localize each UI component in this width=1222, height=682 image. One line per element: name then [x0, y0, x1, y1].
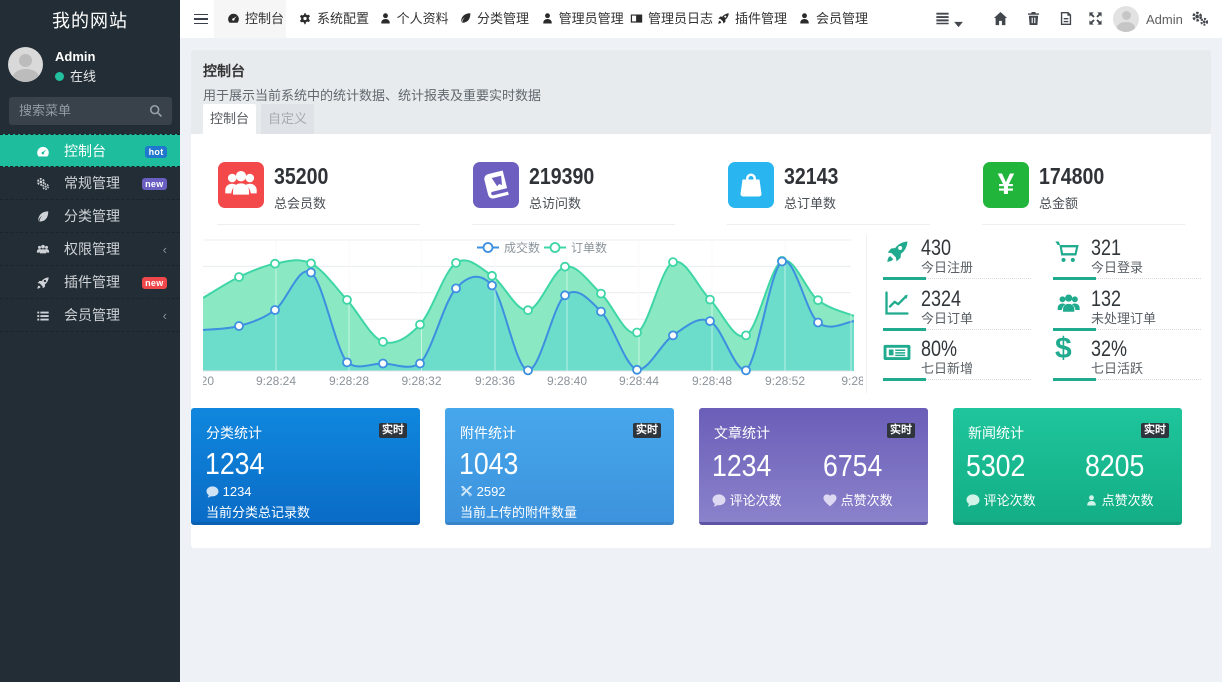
svg-text:9:28:44: 9:28:44	[619, 374, 659, 388]
svg-text:订单数: 订单数	[571, 240, 607, 255]
svg-text:9:28:52: 9:28:52	[765, 374, 805, 388]
svg-text:9:28:20: 9:28:20	[203, 374, 214, 388]
svg-text:成交数: 成交数	[504, 240, 540, 255]
svg-text:9:28:36: 9:28:36	[475, 374, 515, 388]
svg-text:9:28:32: 9:28:32	[401, 374, 441, 388]
svg-text:9:28:5: 9:28:5	[841, 374, 863, 388]
svg-text:9:28:28: 9:28:28	[329, 374, 369, 388]
svg-text:9:28:48: 9:28:48	[692, 374, 732, 388]
svg-text:9:28:24: 9:28:24	[256, 374, 296, 388]
svg-text:9:28:40: 9:28:40	[547, 374, 587, 388]
